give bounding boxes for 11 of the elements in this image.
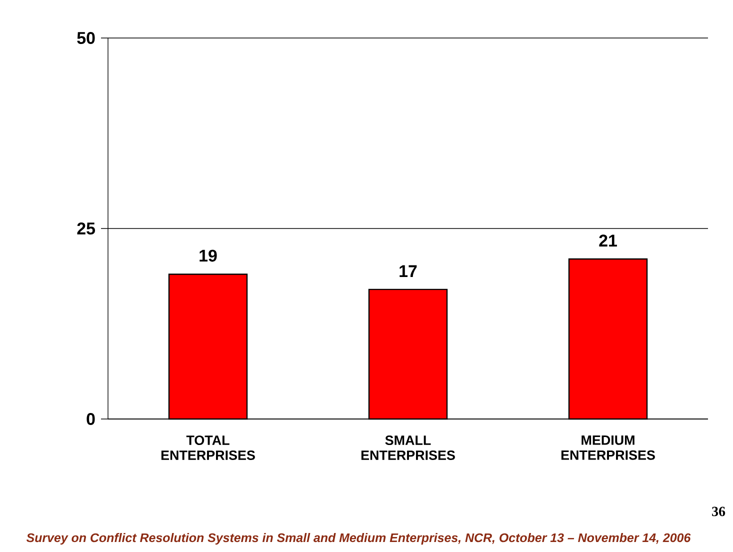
x-tick-label: TOTAL ENTERPRISES [161, 436, 255, 460]
y-tick-label: 0 [86, 413, 95, 425]
data-label: 17 [400, 265, 417, 277]
data-label: 19 [200, 250, 217, 262]
y-tick-label: 50 [77, 32, 95, 44]
data-label: 21 [599, 234, 617, 246]
x-tick-label: SMALL ENTERPRISES [361, 436, 455, 460]
text: Survey on Conflict Resolution Systems in Small and Medium Enterprises, NCR, October 13 – November 14, 2006 [26, 532, 691, 545]
x-tick-label: MEDIUM ENTERPRISES [561, 436, 655, 460]
y-tick-label: 25 [77, 222, 96, 234]
text: 36 [712, 506, 726, 516]
